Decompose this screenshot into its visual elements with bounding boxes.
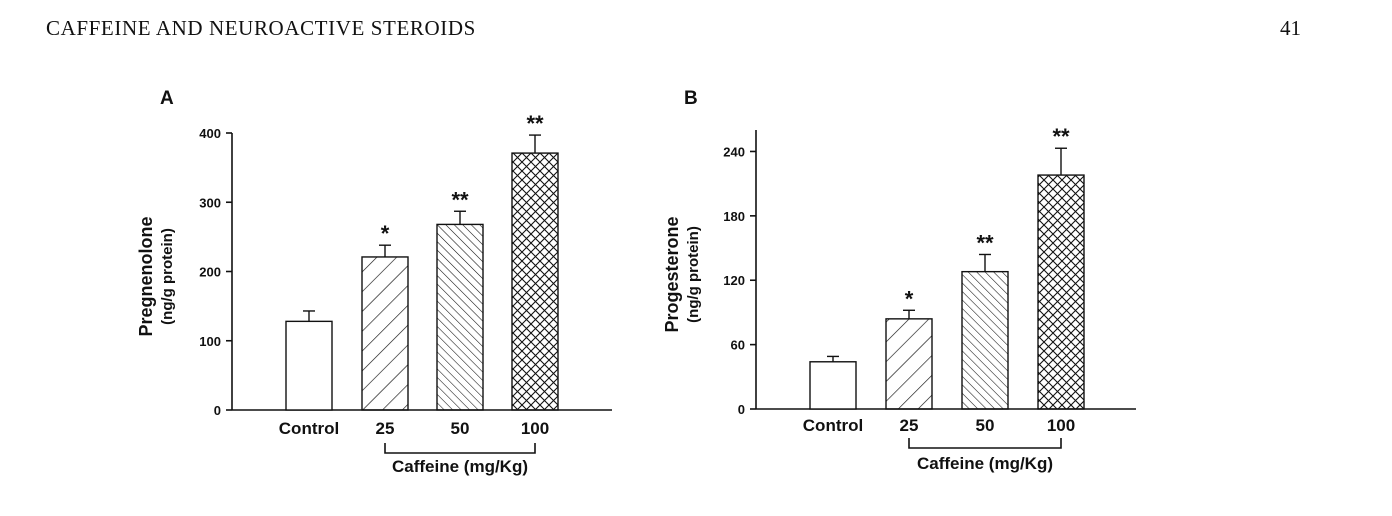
panel-a-category-label-2: 50 [451,419,470,438]
panel-b-bar-2 [961,270,1009,410]
panel-a-letter: A [160,88,174,109]
panel-a-y-label: Pregnenolone [136,216,156,336]
panel-a-dose-bracket [384,443,536,454]
panel-b-significance-3: ** [1052,124,1070,149]
panel-a-category-label-1: 25 [376,419,395,438]
panel-a-y-tick-label: 400 [199,126,221,141]
panel-a-significance-3: ** [526,111,544,136]
panel-a-bar-0 [285,320,333,411]
panel-b-y-tick-label: 240 [723,144,745,159]
panel-b-chart: B 0 60 120 180 240 Progesterone (ng/g protein) C… [662,88,1136,473]
panel-a-y-tick-label: 300 [199,195,221,210]
panel-a-significance-1: * [381,221,390,246]
panel-a-y-label-units: (ng/g protein) [159,228,176,325]
panel-b-y-tick-label: 60 [731,338,745,353]
panel-a-significance-2: ** [451,187,469,212]
panel-a-category-label-0: Control [279,419,339,438]
panel-a-chart: A 0 100 200 300 400 Pregnenolone (ng/g protein)… [136,88,612,476]
panel-a-y-tick-label: 200 [199,265,221,280]
page-number: 41 [1280,16,1301,40]
panel-b-significance-1: * [905,286,914,311]
panel-b-x-label: Caffeine (mg/Kg) [917,454,1053,473]
panel-b-y-label: Progesterone [662,216,682,332]
panel-b-bar-3 [1037,174,1085,410]
panel-a-y-tick-label: 100 [199,334,221,349]
panel-b-bar-0 [809,361,857,410]
panel-a-bar-2 [436,223,484,411]
panel-b-y-tick-label: 120 [723,273,745,288]
panel-b-bar-1 [885,318,933,410]
panel-b-y-label-units: (ng/g protein) [685,226,702,323]
panel-a-category-label-3: 100 [521,419,549,438]
panel-b-y-tick-label: 180 [723,209,745,224]
panel-b-category-label-0: Control [803,416,863,435]
panel-a-y-tick-label: 0 [214,403,221,418]
panel-b-category-label-3: 100 [1047,416,1075,435]
panel-a-bar-3 [511,152,559,411]
running-head: CAFFEINE AND NEUROACTIVE STEROIDS [46,16,476,40]
panel-a-bar-1 [361,256,409,411]
panel-b-y-tick-label: 0 [738,402,745,417]
panel-a-x-label: Caffeine (mg/Kg) [392,457,528,476]
panel-b-dose-bracket [908,438,1062,449]
panel-b-category-label-2: 50 [976,416,995,435]
panel-b-significance-2: ** [976,230,994,255]
panel-b-category-label-1: 25 [900,416,919,435]
panel-b-letter: B [684,88,698,109]
